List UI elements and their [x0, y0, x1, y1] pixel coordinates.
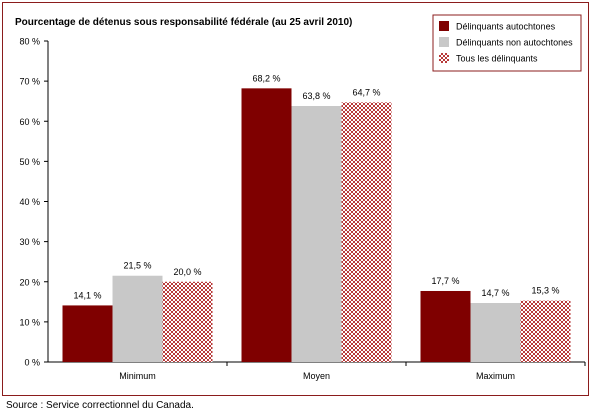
- legend-swatch: [439, 53, 449, 63]
- bar-chart: Pourcentage de détenus sous responsabili…: [15, 14, 586, 381]
- bar: [520, 300, 571, 362]
- legend-label: Délinquants autochtones: [456, 22, 556, 32]
- bar: [341, 102, 392, 363]
- data-label: 63,8 %: [302, 91, 330, 101]
- chart-title: Pourcentage de détenus sous responsabili…: [15, 17, 352, 28]
- x-tick-label: Moyen: [303, 371, 330, 381]
- bar: [112, 275, 163, 362]
- data-label: 14,7 %: [481, 288, 509, 298]
- y-tick-label: 50 %: [19, 157, 40, 167]
- data-label: 17,7 %: [431, 276, 459, 286]
- data-label: 21,5 %: [123, 261, 151, 271]
- y-tick-label: 70 %: [19, 77, 40, 87]
- bar: [291, 106, 342, 362]
- x-tick-label: Maximum: [476, 371, 515, 381]
- bar: [420, 290, 471, 362]
- y-tick-label: 60 %: [19, 117, 40, 127]
- data-label: 68,2 %: [252, 73, 280, 83]
- bar: [62, 305, 113, 362]
- legend-swatch: [439, 37, 449, 47]
- legend-box: [432, 14, 582, 72]
- legend-swatch: [439, 21, 449, 31]
- data-label: 15,3 %: [531, 286, 559, 296]
- y-tick-label: 30 %: [19, 237, 40, 247]
- bar: [470, 303, 521, 362]
- chart-frame: Pourcentage de détenus sous responsabili…: [2, 2, 589, 396]
- bar: [241, 88, 292, 362]
- legend: Délinquants autochtones Délinquants non a…: [432, 14, 582, 72]
- source-note: Source : Service correctionnel du Canada…: [6, 400, 194, 411]
- y-tick-label: 80 %: [19, 37, 40, 47]
- data-label: 64,7 %: [352, 87, 380, 97]
- data-label: 14,1 %: [73, 290, 101, 300]
- legend-label: Délinquants non autochtones: [456, 38, 573, 48]
- data-label: 20,0 %: [173, 267, 201, 277]
- legend-label: Tous les délinquants: [456, 54, 538, 64]
- x-tick-label: Minimum: [119, 371, 156, 381]
- y-tick-label: 0 %: [24, 358, 40, 368]
- y-tick-label: 40 %: [19, 197, 40, 207]
- y-tick-label: 10 %: [19, 317, 40, 327]
- bar: [162, 281, 213, 362]
- y-tick-label: 20 %: [19, 277, 40, 287]
